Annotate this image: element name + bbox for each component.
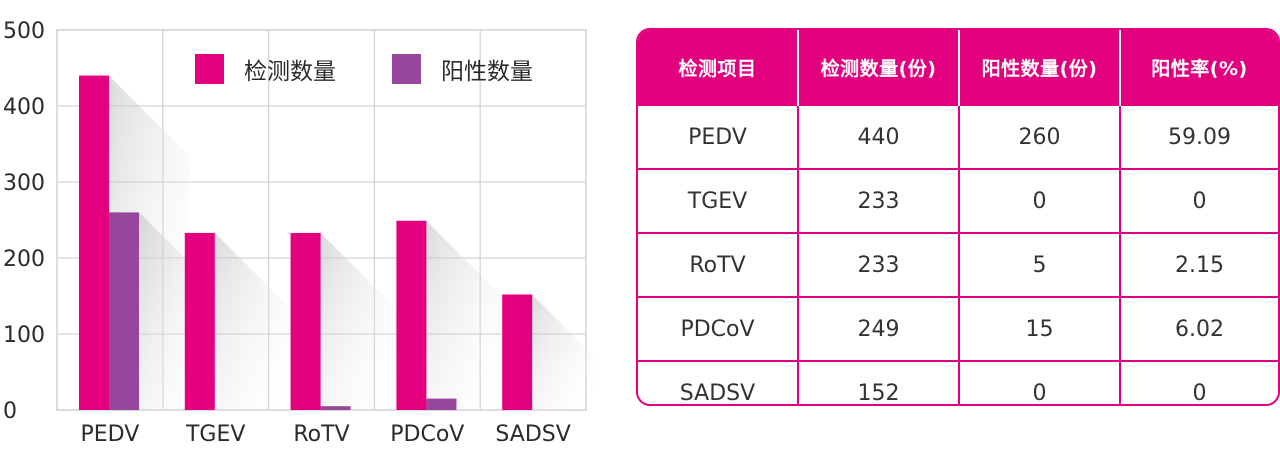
bar-shadow xyxy=(426,220,507,410)
y-axis-ticks: 0 100 200 300 400 500 xyxy=(3,19,45,424)
cell-positive: 260 xyxy=(959,104,1121,169)
header-positive-count: 阳性数量(份) xyxy=(959,30,1121,105)
cell-item: SADSV xyxy=(638,360,799,404)
y-tick-label: 0 xyxy=(3,399,17,424)
cell-positive: 0 xyxy=(959,360,1121,404)
cell-count: 249 xyxy=(798,296,960,361)
bar-shadow xyxy=(320,232,401,410)
cell-rate: 0 xyxy=(1120,168,1278,233)
bar-positive-pdcov xyxy=(426,398,457,410)
bar-detected-pdcov xyxy=(396,220,427,410)
y-tick-label: 300 xyxy=(3,171,45,196)
header-test-count: 检测数量(份) xyxy=(798,30,960,105)
y-tick-label: 500 xyxy=(3,19,45,44)
x-tick-label: PEDV xyxy=(81,422,140,447)
y-tick-label: 200 xyxy=(3,247,45,272)
cell-rate: 6.02 xyxy=(1120,296,1278,361)
bar-detected-sadsv xyxy=(502,294,533,410)
table-row: PEDV 440 260 59.09 xyxy=(638,104,1278,169)
cell-positive: 5 xyxy=(959,232,1121,297)
y-tick-label: 100 xyxy=(3,323,45,348)
results-table-container: 检测项目 检测数量(份) 阳性数量(份) 阳性率(%) PEDV 440 260… xyxy=(636,28,1280,406)
legend-swatch-positive xyxy=(392,54,421,84)
legend-label-detected: 检测数量 xyxy=(244,59,336,85)
table-row: RoTV 233 5 2.15 xyxy=(638,232,1278,297)
header-test-item: 检测项目 xyxy=(638,30,799,105)
legend-swatch-detected xyxy=(195,54,224,84)
bar-shadow xyxy=(456,398,463,410)
x-tick-label: TGEV xyxy=(185,422,245,447)
x-tick-label: PDCoV xyxy=(390,422,464,447)
x-tick-label: RoTV xyxy=(293,422,349,447)
cell-rate: 2.15 xyxy=(1120,232,1278,297)
cell-rate: 59.09 xyxy=(1120,104,1278,169)
bar-positive-rotv xyxy=(320,406,351,410)
bar-shadow xyxy=(350,406,353,410)
x-tick-label: SADSV xyxy=(495,422,570,447)
bar-detected-tgev xyxy=(184,232,215,410)
y-tick-label: 400 xyxy=(3,95,45,120)
results-table: 检测项目 检测数量(份) 阳性数量(份) 阳性率(%) PEDV 440 260… xyxy=(638,30,1278,404)
table-header-row: 检测项目 检测数量(份) 阳性数量(份) 阳性率(%) xyxy=(638,30,1278,105)
bar-shadow xyxy=(532,294,596,410)
table-row: SADSV 152 0 0 xyxy=(638,360,1278,404)
legend: 检测数量 阳性数量 xyxy=(195,54,533,85)
cell-item: RoTV xyxy=(638,232,799,297)
bar-detected-pedv xyxy=(79,75,109,410)
cell-count: 233 xyxy=(798,168,960,233)
cell-item: PEDV xyxy=(638,104,799,169)
cell-rate: 0 xyxy=(1120,360,1278,404)
cell-item: PDCoV xyxy=(638,296,799,361)
table-row: TGEV 233 0 0 xyxy=(638,168,1278,233)
x-axis-labels: PEDV TGEV RoTV PDCoV SADSV xyxy=(81,422,571,447)
bar-detected-rotv xyxy=(290,232,321,410)
table-row: PDCoV 249 15 6.02 xyxy=(638,296,1278,361)
cell-positive: 0 xyxy=(959,168,1121,233)
cell-count: 152 xyxy=(798,360,960,404)
header-positive-rate: 阳性率(%) xyxy=(1120,30,1278,105)
cell-positive: 15 xyxy=(959,296,1121,361)
bar-shadow xyxy=(214,232,295,410)
cell-item: TGEV xyxy=(638,168,799,233)
cell-count: 440 xyxy=(798,104,960,169)
legend-label-positive: 阳性数量 xyxy=(441,59,533,85)
cell-count: 233 xyxy=(798,232,960,297)
bars xyxy=(79,75,533,410)
bar-positive-pedv xyxy=(109,212,139,410)
